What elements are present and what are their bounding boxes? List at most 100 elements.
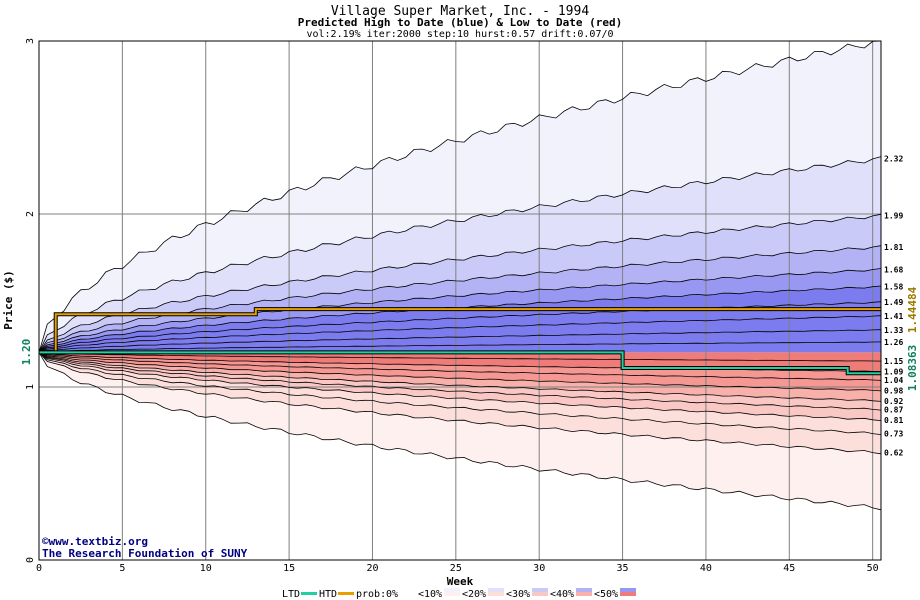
percentile-line	[38, 352, 882, 362]
legend-ltd-swatch	[301, 592, 317, 595]
x-tick-label: 0	[36, 563, 42, 574]
legend-prob-item: <20%	[462, 589, 486, 600]
red-band	[39, 352, 881, 421]
red-band	[39, 352, 881, 510]
x-tick-label: 50	[867, 563, 879, 574]
red-band	[39, 352, 881, 362]
percentile-end-label: 1.04	[884, 376, 903, 385]
blue-band	[39, 214, 881, 353]
x-tick-label: 15	[283, 563, 295, 574]
red-band	[39, 352, 881, 391]
y-axis-title: Price ($)	[2, 270, 15, 330]
percentile-line	[38, 341, 882, 353]
percentile-end-label: 1.33	[884, 326, 903, 335]
percentile-end-label: 1.68	[884, 265, 903, 274]
blue-band	[39, 329, 881, 353]
percentile-end-label: 0.73	[884, 430, 903, 439]
legend-prob-item: <30%	[506, 589, 530, 600]
percentile-line	[38, 156, 882, 353]
legend-red-swatch	[488, 592, 504, 596]
legend-red-swatch	[532, 592, 548, 596]
start-price-label: 1.20	[20, 339, 33, 366]
percentile-line	[38, 268, 882, 353]
percentile-end-label: 1.09	[884, 367, 903, 376]
legend-red-swatch	[576, 592, 592, 596]
percentile-line	[38, 352, 882, 411]
percentile-line	[38, 213, 882, 353]
legend-prob: prob:	[356, 589, 386, 600]
legend-blue-swatch	[488, 588, 504, 592]
legend-prob-item: <40%	[550, 589, 574, 600]
percentile-end-label: 0.92	[884, 397, 903, 406]
percentile-line	[38, 329, 882, 353]
low-to-date-value: 1.08363	[906, 345, 919, 391]
legend-htd: HTD	[319, 589, 337, 600]
legend-htd-swatch	[338, 592, 354, 595]
blue-band	[39, 245, 881, 353]
percentile-end-label: 0.81	[884, 416, 903, 425]
percentile-end-label: 1.15	[884, 357, 903, 366]
axes: 0 5 10 15 20 25 30 35 40 45 50 0 1 2 3	[25, 38, 879, 574]
percentile-end-label: 2.32	[884, 155, 903, 164]
legend-blue-swatch	[400, 588, 416, 592]
red-band	[39, 352, 881, 454]
y-tick-label: 2	[25, 211, 36, 217]
legend-red-swatch	[444, 592, 460, 596]
legend-blue-swatch	[620, 588, 636, 592]
percentile-line	[38, 40, 882, 353]
high-to-date-value: 1.44484	[906, 286, 919, 333]
percentile-end-label: 1.81	[884, 243, 903, 252]
legend-red-swatch	[400, 592, 416, 596]
legend-blue-swatch	[532, 588, 548, 592]
blue-band	[39, 301, 881, 353]
legend-blue-swatch	[444, 588, 460, 592]
blue-band	[39, 156, 881, 353]
percentile-end-label: 1.26	[884, 338, 903, 347]
legend-red-swatch	[620, 592, 636, 596]
legend-prob-item: 0%	[386, 589, 398, 600]
low-to-date-line	[39, 351, 881, 375]
blue-band	[39, 286, 881, 353]
percentile-line	[38, 352, 882, 402]
x-tick-label: 40	[700, 563, 712, 574]
percentile-end-label: 0.62	[884, 449, 903, 458]
blue-band	[39, 268, 881, 353]
chart-params: vol:2.19% iter:2000 step:10 hurst:0.57 d…	[306, 29, 613, 40]
percentile-end-label: 1.41	[884, 312, 903, 321]
percentile-end-label: 1.58	[884, 283, 903, 292]
red-band	[39, 352, 881, 411]
chart-subtitle: Predicted High to Date (blue) & Low to D…	[298, 16, 623, 29]
x-axis-title: Week	[447, 575, 474, 588]
x-tick-label: 5	[119, 563, 125, 574]
red-band	[39, 352, 881, 381]
red-band	[39, 352, 881, 402]
x-tick-label: 45	[783, 563, 795, 574]
percentile-line	[38, 352, 882, 421]
probability-bands	[39, 41, 881, 510]
x-tick-label: 30	[533, 563, 545, 574]
end-labels: 2.32 1.99 1.81 1.68 1.58 1.49 1.41 1.33 1.26 1.15…	[884, 155, 903, 458]
y-tick-label: 1	[25, 384, 36, 390]
legend-prob-item: <50%	[594, 589, 618, 600]
chart-title: Village Super Market, Inc. - 1994	[331, 4, 589, 19]
percentile-end-label: 0.87	[884, 405, 903, 414]
watermark-org: The Research Foundation of SUNY	[42, 547, 248, 560]
blue-band	[39, 341, 881, 353]
percentile-line	[38, 352, 882, 381]
legend-prob-item: <10%	[418, 589, 442, 600]
x-tick-label: 35	[617, 563, 629, 574]
percentile-end-label: 1.49	[884, 298, 903, 307]
legend-ltd: LTD	[282, 589, 300, 600]
y-tick-label: 3	[25, 38, 36, 44]
x-tick-label: 10	[200, 563, 212, 574]
red-band	[39, 352, 881, 435]
percentile-line	[38, 352, 882, 455]
blue-band	[39, 315, 881, 353]
percentile-line	[38, 352, 882, 511]
percentile-end-label: 1.99	[884, 212, 903, 221]
to-date-series	[39, 307, 881, 376]
blue-band	[39, 41, 881, 353]
plot-frame	[38, 40, 882, 561]
percentile-line	[38, 352, 882, 392]
